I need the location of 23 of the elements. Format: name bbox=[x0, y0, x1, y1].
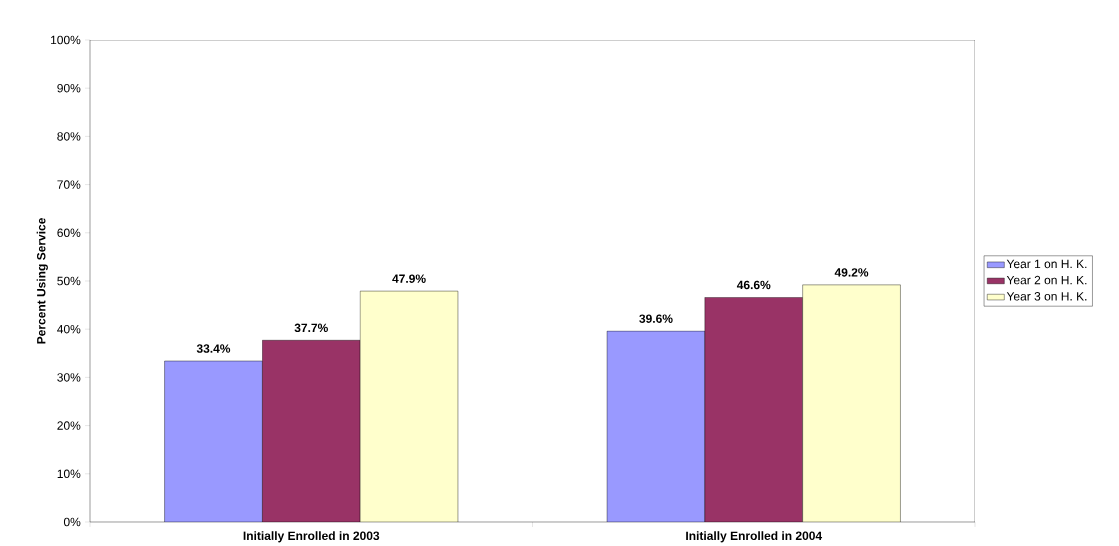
y-tick-label: 30% bbox=[57, 372, 81, 382]
data-label: 47.9% bbox=[392, 274, 426, 283]
data-label: 49.2% bbox=[834, 267, 869, 277]
y-tick-label: 20% bbox=[57, 421, 81, 430]
y-tick-label: 10% bbox=[57, 469, 81, 478]
data-label: 46.6% bbox=[736, 280, 771, 289]
x-tick-label: Initially Enrolled in 2003 bbox=[243, 531, 380, 543]
legend-label: Year 2 on H. K. bbox=[1006, 275, 1087, 285]
x-tick-label: Initially Enrolled in 2004 bbox=[686, 531, 823, 543]
y-tick-label: 80% bbox=[57, 131, 81, 141]
legend-label: Year 1 on H. K. bbox=[1006, 259, 1087, 268]
y-tick-label: 0% bbox=[63, 517, 81, 527]
legend-label: Year 3 on H. K. bbox=[1006, 291, 1087, 301]
data-label: 39.6% bbox=[639, 314, 673, 323]
y-tick-label: 40% bbox=[57, 324, 81, 334]
y-tick-label: 60% bbox=[57, 228, 81, 237]
y-tick-label: 70% bbox=[57, 180, 81, 189]
data-label: 33.4% bbox=[196, 344, 231, 353]
data-label: 37.7% bbox=[294, 323, 328, 332]
y-tick-label: 50% bbox=[57, 276, 81, 286]
y-tick-label: 90% bbox=[57, 83, 81, 93]
y-tick-label: 100% bbox=[51, 35, 81, 45]
y-axis-title: Percent Using Service bbox=[36, 217, 48, 344]
